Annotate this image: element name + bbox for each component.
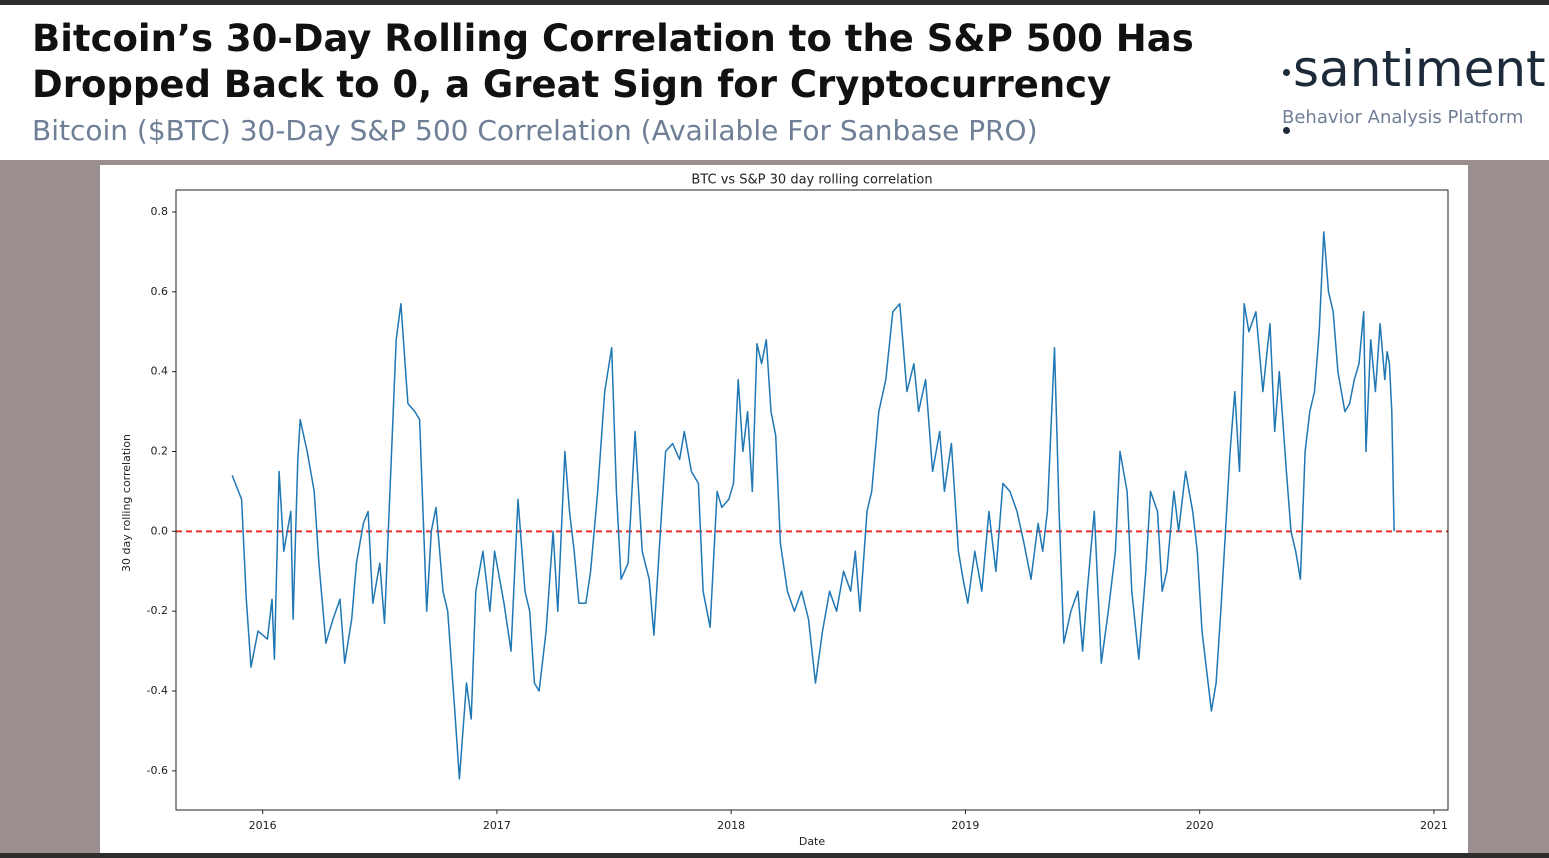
y-tick-label: -0.2	[147, 604, 168, 617]
y-tick-label: -0.6	[147, 764, 168, 777]
x-tick-label: 2020	[1186, 819, 1214, 832]
x-tick-label: 2017	[483, 819, 511, 832]
y-tick-label: 0.8	[151, 205, 169, 218]
logo: santiment	[1280, 40, 1549, 156]
bottom-bar	[0, 853, 1549, 858]
x-tick-label: 2019	[951, 819, 979, 832]
y-tick-label: 0.6	[151, 285, 169, 298]
x-tick-label: 2021	[1420, 819, 1448, 832]
title-line: Bitcoin’s 30-Day Rolling Correlation to …	[32, 17, 1194, 60]
tagline: Behavior Analysis Platform	[1282, 107, 1524, 128]
data-line	[231, 231, 1395, 780]
top-bar	[0, 0, 1549, 5]
y-axis-label: 30 day rolling correlation	[120, 434, 133, 572]
y-tick-label: 0.0	[151, 524, 169, 537]
x-tick-label: 2018	[717, 819, 745, 832]
y-tick-label: -0.4	[147, 684, 168, 697]
y-tick-label: 0.4	[151, 365, 169, 378]
y-tick-label: 0.2	[151, 444, 169, 457]
title-line: Dropped Back to 0, a Great Sign for Cryp…	[32, 63, 1112, 106]
logo-text: santiment	[1293, 40, 1546, 98]
header-subtitle: Bitcoin ($BTC) 30-Day S&P 500 Correlatio…	[32, 114, 1038, 147]
header-title: Bitcoin’s 30-Day Rolling Correlation to …	[32, 16, 1194, 108]
x-axis-label: Date	[799, 835, 826, 848]
chart-panel	[100, 165, 1468, 853]
chart-title: BTC vs S&P 30 day rolling correlation	[691, 173, 932, 188]
x-tick-label: 2016	[249, 819, 277, 832]
plot-frame	[175, 189, 1449, 811]
